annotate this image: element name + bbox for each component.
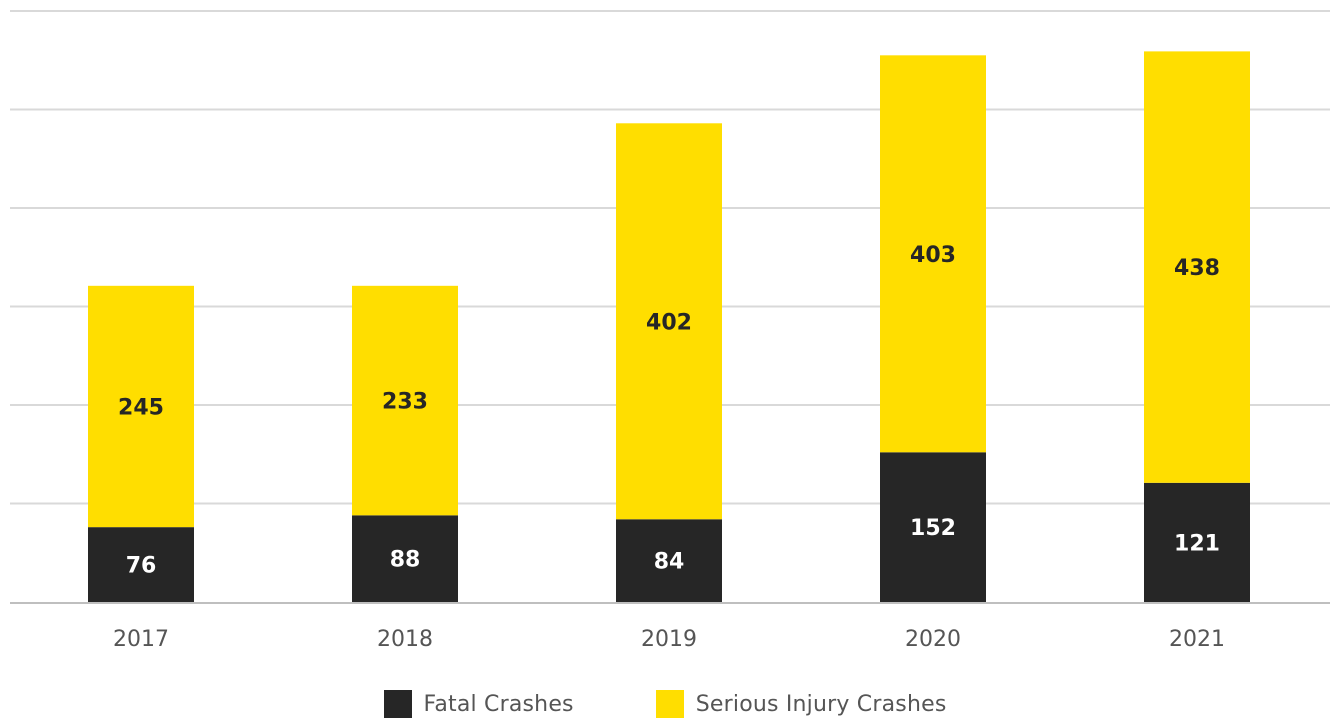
x-axis-ticks: 2017 2018 2019 2020 2021 <box>10 602 1330 652</box>
data-label-fatal-crashes-2021: 121 <box>1174 531 1220 556</box>
data-label-serious-injury-crashes-2021: 438 <box>1174 256 1220 281</box>
bar-serious-injury-crashes-2020[interactable] <box>880 55 986 453</box>
bar-fatal-crashes-2018[interactable] <box>352 515 458 602</box>
x-tick-label-2017: 2017 <box>113 627 169 652</box>
x-tick-label-2020: 2020 <box>905 627 961 652</box>
x-tick-label-2018: 2018 <box>377 627 433 652</box>
data-labels: 76 245 88 233 84 402 152 403 121 438 <box>118 243 1220 579</box>
data-label-serious-injury-crashes-2019: 402 <box>646 310 692 335</box>
bar-serious-injury-crashes-2019[interactable] <box>616 123 722 520</box>
data-label-fatal-crashes-2019: 84 <box>654 550 685 575</box>
data-label-serious-injury-crashes-2018: 233 <box>382 390 428 415</box>
legend-item-serious-injury-crashes[interactable]: Serious Injury Crashes <box>655 690 947 718</box>
legend-swatch-fatal-crashes <box>383 690 412 718</box>
bar-fatal-crashes-2019[interactable] <box>616 519 722 602</box>
legend-label-serious-injury-crashes: Serious Injury Crashes <box>695 691 947 717</box>
bar-fatal-crashes-2017[interactable] <box>88 527 194 602</box>
bar-fatal-crashes-2020[interactable] <box>880 452 986 602</box>
data-label-fatal-crashes-2018: 88 <box>390 548 421 573</box>
bar-serious-injury-crashes-2021[interactable] <box>1144 51 1250 483</box>
legend-label-fatal-crashes: Fatal Crashes <box>423 691 574 717</box>
legend-swatch-serious-injury-crashes <box>655 690 684 718</box>
bar-fatal-crashes-2021[interactable] <box>1144 482 1250 602</box>
bar-serious-injury-crashes-2017[interactable] <box>88 285 194 528</box>
x-tick-label-2021: 2021 <box>1169 627 1225 652</box>
data-label-serious-injury-crashes-2017: 245 <box>118 395 164 420</box>
legend-item-fatal-crashes[interactable]: Fatal Crashes <box>383 690 574 718</box>
bars <box>88 51 1250 602</box>
bar-serious-injury-crashes-2018[interactable] <box>352 285 458 516</box>
legend: Fatal Crashes Serious Injury Crashes <box>0 690 1330 718</box>
data-label-fatal-crashes-2017: 76 <box>126 554 157 579</box>
x-tick-label-2019: 2019 <box>641 627 697 652</box>
data-label-serious-injury-crashes-2020: 403 <box>910 243 956 268</box>
data-label-fatal-crashes-2020: 152 <box>910 516 956 541</box>
